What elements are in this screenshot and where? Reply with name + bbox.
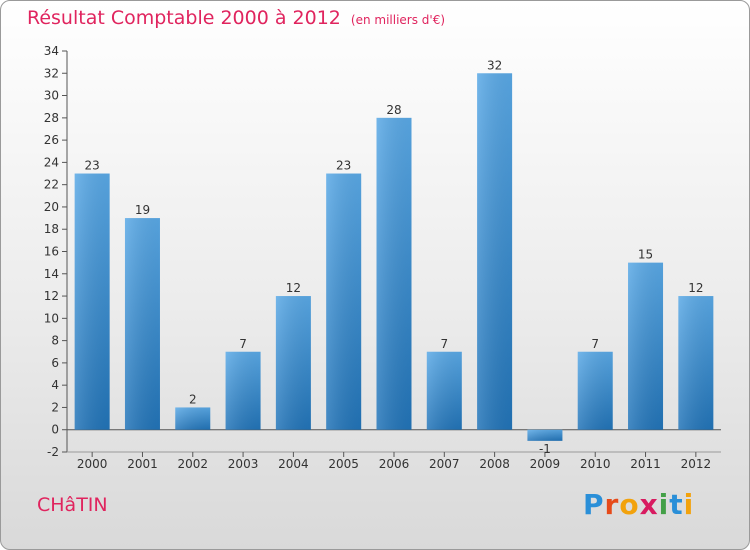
data-label: 2 [189,392,197,406]
y-tick-label: 28 [44,111,59,125]
chart-title: Résultat Comptable 2000 à 2012 [27,7,341,29]
data-label: 15 [638,248,653,262]
y-tick-label: 30 [44,89,59,103]
title-row: Résultat Comptable 2000 à 2012 (en millie… [27,7,445,29]
y-tick-label: 22 [44,178,59,192]
data-label: 7 [591,337,599,351]
y-tick-label: 0 [51,423,59,437]
logo-letter-3: x [639,488,659,521]
bar-shine [426,351,462,430]
y-tick-label: 26 [44,133,59,147]
x-tick-label: 2006 [379,457,410,471]
x-tick-label: 2005 [328,457,359,471]
bar-shine [225,351,261,430]
x-tick-label: 2004 [278,457,309,471]
x-tick-label: 2009 [530,457,561,471]
y-tick-label: 14 [44,267,59,281]
chart-units: (en milliers d'€) [350,13,446,27]
x-tick-label: 2011 [630,457,661,471]
bar-shine [175,407,211,430]
x-tick-label: 2010 [580,457,611,471]
data-label: 28 [386,103,401,117]
y-tick-label: 8 [51,334,59,348]
commune-name: CHâTIN [37,494,108,516]
data-label: 7 [239,337,247,351]
y-tick-label: 12 [44,289,59,303]
y-tick-label: 6 [51,356,59,370]
y-tick-label: 34 [44,44,59,58]
bars [74,73,714,441]
bar-shine [74,173,110,430]
bar-shine [527,429,563,441]
logo-letter-4: i [658,488,670,521]
y-tick-label: 4 [51,378,59,392]
bar-shine [326,173,362,430]
bar-shine [477,73,513,430]
bar-shine [577,351,613,430]
logo-letter-0: P [583,488,605,521]
x-tick-label: 2000 [77,457,108,471]
labels: 23 19 2 7 12 23 28 7 32 -1 7 15 12 [85,58,704,456]
x-tick-label: 2002 [177,457,208,471]
logo-letter-6: i [683,488,695,521]
data-label: 32 [487,58,502,72]
data-label: -1 [539,442,551,456]
x-tick-label: 2012 [681,457,712,471]
y-tick-label: 16 [44,245,59,259]
data-label: 19 [135,203,150,217]
bar-shine [678,296,714,430]
y-tick-label: 2 [51,400,59,414]
data-label: 23 [85,159,100,173]
y-tick-label: 10 [44,311,59,325]
data-label: 23 [336,159,351,173]
x-tick-label: 2001 [127,457,158,471]
proxiti-logo[interactable]: Proxiti [583,488,694,521]
y-tick-label: 18 [44,222,59,236]
data-label: 12 [688,281,703,295]
data-label: 7 [440,337,448,351]
y-tick-label: 24 [44,155,59,169]
logo-letter-5: t [669,488,684,521]
y-tick-label: -2 [47,445,59,459]
y-tick-label: 20 [44,200,59,214]
logo-letter-1: r [604,488,620,521]
bar-shine [124,218,160,430]
y-tick-label: 32 [44,66,59,80]
x-tick-label: 2003 [228,457,259,471]
bar-shine [275,296,311,430]
x-tick-label: 2007 [429,457,460,471]
bar-shine [376,117,412,430]
x-tick-label: 2008 [479,457,510,471]
logo-letter-2: o [619,488,640,521]
data-label: 12 [286,281,301,295]
bar-shine [628,262,664,430]
